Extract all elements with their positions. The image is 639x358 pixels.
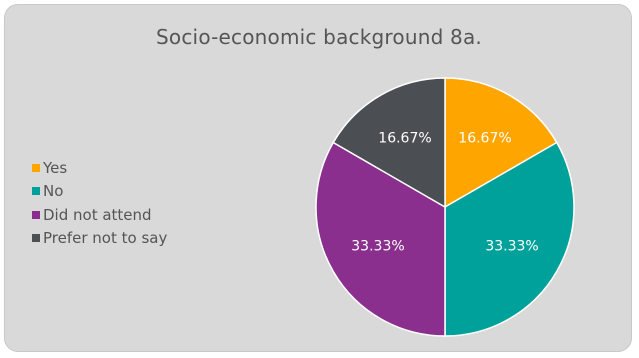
pie-slice-did-not-attend	[315, 141, 446, 337]
pie-slice-prefer-not-to-say	[332, 77, 446, 209]
pie-slices	[315, 77, 575, 337]
legend-label-prefer-not-to-say: Prefer not to say	[43, 229, 168, 248]
legend-swatch-yes	[32, 163, 40, 172]
legend-item-did-not-attend: Did not attend	[32, 203, 167, 227]
legend-label-no: No	[43, 182, 64, 201]
pie-slice-labels: 16.67% 33.33% 33.33% 16.67%	[351, 131, 538, 255]
slice-label-no: 33.33%	[485, 239, 538, 255]
legend-item-no: No	[32, 180, 167, 204]
slice-label-yes: 16.67%	[458, 131, 511, 147]
legend-item-yes: Yes	[32, 156, 167, 180]
legend-item-prefer-not-to-say: Prefer not to say	[32, 227, 167, 251]
chart-title: Socio-economic background 8a.	[156, 25, 482, 49]
chart-legend: Yes No Did not attend Prefer not to say	[32, 156, 167, 250]
legend-swatch-no	[32, 187, 40, 196]
legend-label-yes: Yes	[43, 158, 68, 177]
slice-label-did-not-attend: 33.33%	[351, 239, 404, 255]
slice-label-prefer-not-to-say: 16.67%	[378, 131, 431, 147]
legend-label-did-not-attend: Did not attend	[43, 205, 152, 224]
legend-swatch-did-not-attend	[32, 210, 40, 219]
pie-slice-yes	[444, 77, 558, 209]
pie-slice-no	[444, 141, 575, 337]
legend-swatch-prefer-not-to-say	[32, 234, 40, 243]
